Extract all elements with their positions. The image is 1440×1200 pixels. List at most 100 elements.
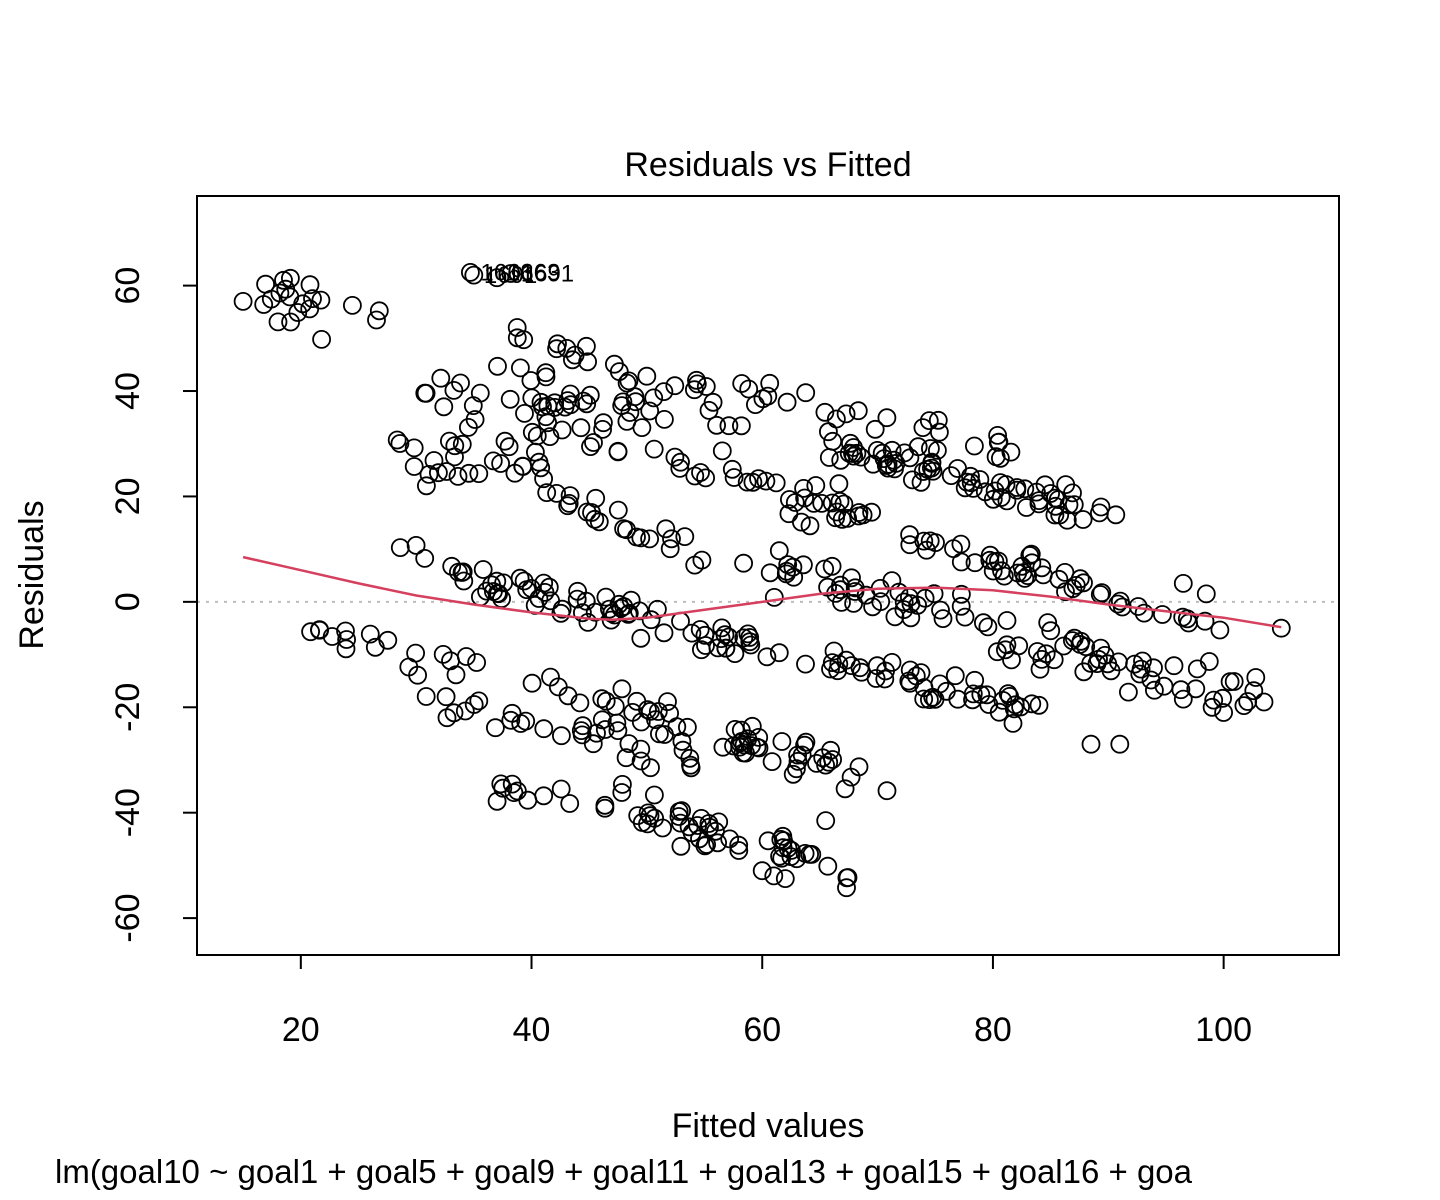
residual-point [680, 748, 700, 768]
residual-point [900, 535, 920, 555]
residual-point [513, 457, 533, 476]
residual-point [576, 591, 596, 611]
residual-point [699, 400, 719, 420]
residual-point [453, 562, 473, 582]
residual-point [367, 310, 386, 330]
residual-point [571, 721, 591, 740]
residual-point [757, 647, 777, 667]
residual-point [645, 785, 664, 805]
residual-point [812, 493, 832, 513]
residual-point [815, 559, 835, 579]
lowess-smoother-line [242, 555, 1282, 629]
residual-point [1254, 692, 1274, 712]
residual-point [841, 433, 860, 453]
residual-point [720, 829, 740, 849]
residual-point [404, 438, 424, 458]
residual-point [965, 436, 984, 456]
residual-point [914, 689, 934, 709]
residual-point [931, 600, 950, 620]
residual-point [1038, 613, 1058, 632]
residual-point [965, 670, 985, 690]
residual-point [650, 724, 669, 744]
residual-point [672, 732, 692, 751]
residual-point [454, 571, 474, 591]
residual-point [796, 383, 816, 403]
residual-point [919, 411, 939, 431]
residual-point [983, 561, 1003, 581]
residual-point [988, 425, 1007, 445]
residual-point [536, 363, 556, 383]
residual-point [696, 468, 715, 488]
residual-point [445, 436, 465, 456]
residual-point [522, 422, 542, 442]
residual-point [708, 833, 727, 853]
residual-point [996, 640, 1015, 660]
residual-point [522, 388, 542, 408]
residual-point [719, 416, 739, 436]
residual-point [1091, 497, 1111, 517]
residual-point [616, 748, 636, 768]
residual-point [611, 599, 631, 618]
residual-point [558, 496, 578, 516]
residual-point [1057, 510, 1077, 530]
residual-point [834, 494, 854, 514]
residual-point [607, 713, 627, 733]
residual-point [933, 609, 953, 628]
residual-point [408, 665, 428, 685]
residual-point [336, 639, 356, 659]
residual-point [792, 745, 812, 765]
residual-point [233, 291, 253, 311]
residual-point [851, 447, 871, 467]
residual-point [493, 778, 513, 798]
residual-point [596, 587, 616, 607]
residual-point [900, 660, 920, 680]
residual-point [552, 599, 572, 619]
residual-point [1244, 681, 1264, 701]
residual-point [1234, 696, 1254, 715]
residual-point [901, 594, 921, 614]
residual-point [877, 781, 897, 801]
residual-point [829, 474, 849, 494]
residual-point [1022, 694, 1042, 714]
residual-point [836, 404, 856, 424]
residual-point [965, 553, 985, 573]
residual-point [921, 439, 940, 458]
residual-point [500, 389, 520, 409]
residual-point [895, 443, 914, 463]
residual-point [1134, 603, 1154, 623]
residual-point [514, 571, 534, 591]
residual-point [734, 553, 753, 573]
residual-point [783, 764, 803, 784]
residual-point [390, 538, 410, 557]
residual-point [877, 408, 897, 428]
residual-point [640, 529, 659, 549]
residual-point [360, 624, 380, 644]
residual-point [742, 716, 762, 736]
residual-point [882, 653, 902, 672]
residual-point [695, 836, 715, 856]
outlier-label: 1691 [521, 260, 574, 287]
residual-point [1064, 495, 1084, 515]
residual-point [781, 847, 801, 866]
residual-point [900, 448, 920, 468]
residual-point [729, 841, 749, 860]
residual-point [844, 446, 864, 466]
residual-point [818, 856, 838, 876]
residual-point [777, 392, 797, 412]
residual-point [866, 669, 886, 688]
residual-points [233, 262, 1291, 898]
y-tick-label: -40 [109, 788, 147, 837]
residual-point [794, 555, 813, 575]
residual-point [993, 691, 1013, 710]
residual-point [671, 452, 690, 472]
residual-point [844, 594, 863, 613]
residual-point [648, 599, 667, 619]
residual-point [463, 396, 483, 416]
residual-point [563, 350, 582, 370]
residual-point [800, 844, 819, 864]
residual-point [270, 283, 290, 303]
residual-point [795, 488, 814, 508]
residual-point [560, 794, 580, 813]
residual-point [303, 289, 322, 309]
residual-point [928, 410, 948, 430]
